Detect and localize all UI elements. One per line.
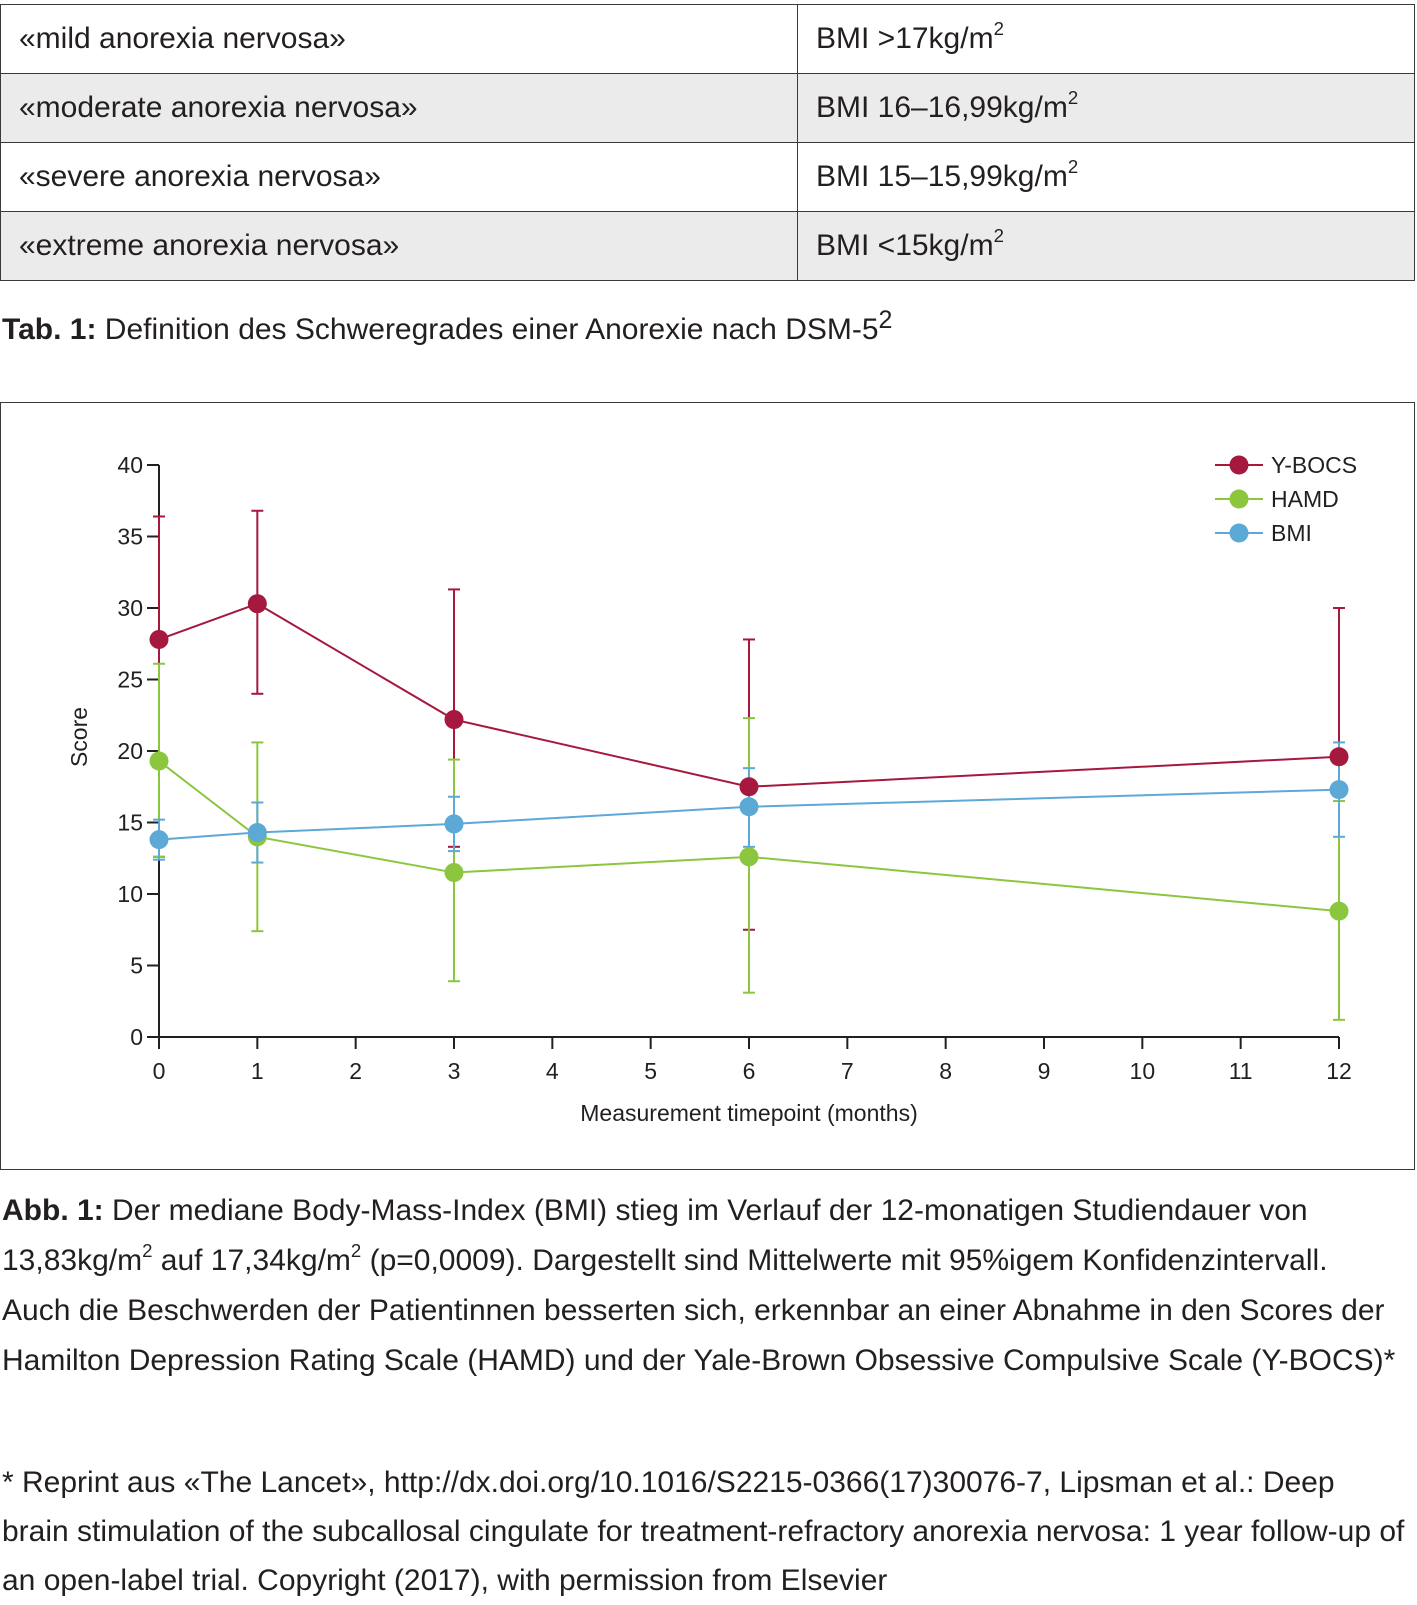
- data-point: [444, 710, 464, 730]
- data-point: [247, 594, 267, 614]
- y-tick-label: 20: [117, 738, 143, 764]
- x-tick-label: 11: [1229, 1058, 1253, 1084]
- y-axis-label: Score: [66, 707, 92, 767]
- y-tick-label: 10: [117, 881, 143, 907]
- x-tick-label: 0: [153, 1058, 166, 1084]
- data-point: [149, 830, 169, 850]
- chart-frame: 0 1 2 3 4 5 6 7 8 9 10 11 12 0 5 10 15 20 25 30 35 40 Measurem…: [0, 402, 1415, 1170]
- x-tick-label: 2: [349, 1058, 362, 1084]
- x-tick-label: 5: [644, 1058, 657, 1084]
- y-tick-label: 25: [117, 667, 143, 693]
- data-point: [149, 629, 169, 649]
- y-tick-label: 35: [117, 524, 143, 550]
- y-tick-label: 40: [117, 452, 143, 478]
- data-point: [1329, 747, 1349, 767]
- data-point: [247, 823, 267, 843]
- data-point: [739, 847, 759, 867]
- severity-table: «mild anorexia nervosa» BMI >17kg/m2 «mo…: [0, 4, 1415, 281]
- y-tick-label: 15: [117, 810, 143, 836]
- x-tick-label: 7: [841, 1058, 854, 1084]
- data-point: [149, 751, 169, 771]
- legend-marker: [1229, 455, 1249, 475]
- footnote: * Reprint aus «The Lancet», http://dx.do…: [2, 1466, 1405, 1597]
- legend-label: Y-BOCS: [1271, 452, 1357, 478]
- table-cell-label: «severe anorexia nervosa»: [0, 142, 798, 212]
- table-cell-value: BMI 16–16,99kg/m2: [797, 73, 1415, 143]
- y-tick-label: 0: [130, 1024, 143, 1050]
- x-axis-label: Measurement timepoint (months): [580, 1100, 917, 1126]
- x-tick-label: 12: [1326, 1058, 1352, 1084]
- table-cell-label: «extreme anorexia nervosa»: [0, 211, 798, 281]
- table-row: «severe anorexia nervosa» BMI 15–15,99kg…: [0, 142, 1415, 212]
- line-chart: 0 1 2 3 4 5 6 7 8 9 10 11 120510152025303540Measurem…: [66, 452, 1357, 1126]
- x-tick-label: 3: [448, 1058, 461, 1084]
- data-point: [444, 814, 464, 834]
- x-tick-label: 6: [743, 1058, 756, 1084]
- data-point: [1329, 901, 1349, 921]
- y-tick-label: 5: [130, 953, 143, 979]
- figure-caption: Abb. 1: Der mediane Body-Mass-Index (BMI…: [2, 1194, 1396, 1377]
- y-tick-label: 30: [117, 595, 143, 621]
- x-tick-label: 10: [1130, 1058, 1156, 1084]
- data-point: [739, 797, 759, 817]
- table-row: «moderate anorexia nervosa» BMI 16–16,99…: [0, 73, 1415, 143]
- data-point: [739, 777, 759, 797]
- table-cell-value: BMI 15–15,99kg/m2: [797, 142, 1415, 212]
- table-caption: Tab. 1: Definition des Schweregrades ein…: [2, 306, 893, 346]
- legend-label: HAMD: [1271, 486, 1339, 512]
- table-cell-value: BMI >17kg/m2: [797, 4, 1415, 74]
- x-tick-label: 1: [251, 1058, 264, 1084]
- table-row: «mild anorexia nervosa» BMI >17kg/m2: [0, 4, 1415, 74]
- table-cell-label: «moderate anorexia nervosa»: [0, 73, 798, 143]
- legend-marker: [1229, 523, 1249, 543]
- data-point: [444, 863, 464, 883]
- x-tick-label: 8: [939, 1058, 952, 1084]
- legend-label: BMI: [1271, 520, 1312, 546]
- table-cell-value: BMI <15kg/m2: [797, 211, 1415, 281]
- table-row: «extreme anorexia nervosa» BMI <15kg/m2: [0, 211, 1415, 281]
- table-cell-label: «mild anorexia nervosa»: [0, 4, 798, 74]
- data-point: [1329, 780, 1349, 800]
- x-tick-label: 9: [1038, 1058, 1051, 1084]
- legend-marker: [1229, 489, 1249, 509]
- x-tick-label: 4: [546, 1058, 559, 1084]
